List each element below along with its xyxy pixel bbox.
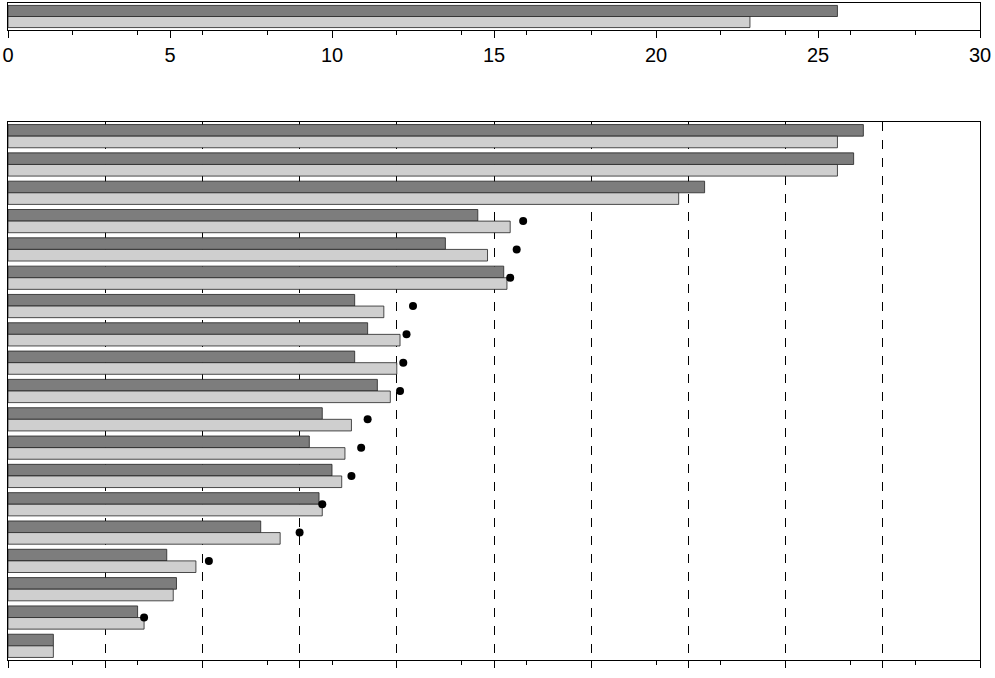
- svg-text:0: 0: [2, 44, 13, 66]
- svg-text:25: 25: [807, 44, 829, 66]
- svg-text:30: 30: [969, 44, 991, 66]
- svg-text:20: 20: [645, 44, 667, 66]
- svg-text:15: 15: [483, 44, 505, 66]
- svg-text:10: 10: [321, 44, 343, 66]
- svg-text:5: 5: [164, 44, 175, 66]
